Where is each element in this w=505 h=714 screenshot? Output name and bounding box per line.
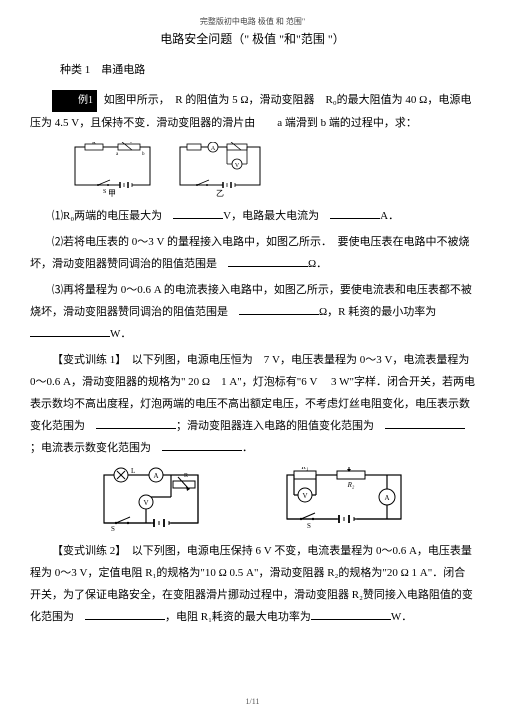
circuit-variant1: L A R V S — [96, 467, 206, 532]
svg-text:R₀: R₀ — [126, 142, 132, 144]
svg-text:S: S — [111, 525, 115, 532]
circuit-row-1: R R₀ a b S 甲 A — [70, 142, 475, 197]
circuit-yi: A V 乙 — [175, 142, 265, 197]
example-1: 例1 如图甲所示， R 的阻值为 5 Ω，滑动变阻器 R₀的最大阻值为 40 Ω… — [30, 89, 475, 134]
example-label: 例1 — [52, 90, 97, 112]
svg-text:V: V — [302, 492, 307, 500]
question-1: ⑴R₀两端的电压最大为 V，电路最大电流为 A． — [30, 205, 475, 227]
variant-1: 【变式训练 1】 以下列图，电源电压恒为 7 V，电压表量程为 0～3 V，电流… — [30, 349, 475, 459]
svg-text:V: V — [235, 163, 240, 169]
circuit-jia: R R₀ a b S 甲 — [70, 142, 155, 197]
svg-text:L: L — [131, 467, 135, 475]
svg-text:R₂: R₂ — [346, 481, 354, 489]
question-2: ⑵若将电压表的 0～3 V 的量程接入电路中，如图乙所示． 要使电压表在电路中不… — [30, 231, 475, 275]
question-3: ⑶再将量程为 0～0.6 A 的电流表接入电路中，如图乙所示，要使电流表和电压表… — [30, 279, 475, 345]
svg-text:A: A — [384, 494, 389, 502]
svg-text:R₁: R₁ — [300, 467, 308, 471]
svg-text:V: V — [144, 499, 149, 507]
page-header: 完整版初中电路 极值 和 范围" — [30, 15, 475, 29]
svg-text:b: b — [142, 152, 145, 157]
svg-text:a: a — [116, 152, 119, 157]
page-title: 电路安全问题（" 极值 "和"范围 "） — [30, 29, 475, 51]
svg-text:乙: 乙 — [216, 189, 224, 197]
svg-text:S: S — [307, 522, 311, 529]
svg-text:A: A — [211, 146, 216, 152]
svg-text:A: A — [154, 472, 159, 480]
section-heading: 种类 1 串通电路 — [60, 61, 475, 81]
circuit-row-2: L A R V S — [30, 467, 475, 532]
page-footer: 1/11 — [0, 695, 505, 709]
svg-text:甲: 甲 — [108, 189, 116, 197]
svg-text:S: S — [103, 189, 106, 195]
circuit-variant2: R₁ R₂ A V S — [279, 467, 409, 532]
variant-2: 【变式训练 2】 以下列图，电源电压保持 6 V 不变，电流表量程为 0～0.6… — [30, 540, 475, 628]
svg-text:R: R — [92, 142, 96, 146]
svg-text:R: R — [184, 473, 188, 479]
